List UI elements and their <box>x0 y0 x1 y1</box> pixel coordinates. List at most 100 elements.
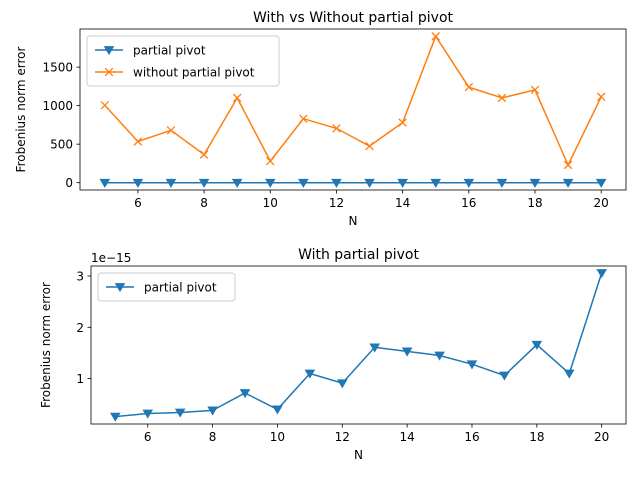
data-point <box>331 178 342 188</box>
x-tick-label: 18 <box>527 196 542 210</box>
x-tick-label: 6 <box>134 196 142 210</box>
y-tick-label: 1 <box>76 372 84 386</box>
data-point <box>232 93 242 103</box>
x-tick-label: 14 <box>399 430 414 444</box>
data-point <box>398 118 407 127</box>
data-point <box>272 405 283 415</box>
y-axis-offset-label: 1e−15 <box>91 251 131 265</box>
y-tick-label: 1000 <box>42 99 73 113</box>
data-point <box>110 412 121 422</box>
data-point <box>397 178 408 188</box>
data-point <box>198 178 210 188</box>
data-point <box>430 178 442 188</box>
data-point <box>100 101 110 110</box>
legend-label: without partial pivot <box>133 66 255 80</box>
data-point <box>529 178 541 188</box>
data-point <box>466 360 478 370</box>
y-tick-label: 500 <box>50 138 73 152</box>
legend: partial pivot without partial pivot <box>86 35 280 87</box>
x-tick-label: 20 <box>594 196 609 210</box>
series-line <box>115 272 603 418</box>
data-point <box>231 178 243 188</box>
data-point <box>365 141 374 151</box>
data-point <box>596 92 606 102</box>
data-point <box>133 137 143 146</box>
x-tick-label: 16 <box>464 430 479 444</box>
data-point <box>531 340 543 350</box>
data-point <box>562 178 574 188</box>
y-tick-label: 2 <box>76 321 84 335</box>
x-tick-label: 8 <box>209 430 217 444</box>
data-point <box>132 178 144 188</box>
data-point <box>298 178 309 188</box>
legend-item: partial pivot <box>106 281 217 295</box>
data-point <box>264 178 276 188</box>
data-point <box>174 408 186 418</box>
x-axis-label: N <box>349 214 358 228</box>
x-tick-label: 10 <box>263 196 278 210</box>
legend: partial pivot <box>97 272 236 302</box>
data-point <box>463 178 475 188</box>
y-tick-label: 1500 <box>42 61 73 75</box>
series-0 <box>110 269 607 422</box>
x-axis-label: N <box>354 448 363 462</box>
data-point <box>401 347 413 357</box>
x-tick-label: 12 <box>335 430 350 444</box>
data-point <box>207 406 218 416</box>
data-point <box>497 93 507 103</box>
chart-title: With vs Without partial pivot <box>253 10 454 26</box>
legend-label: partial pivot <box>144 281 217 295</box>
chart-title: With partial pivot <box>298 247 419 263</box>
plot-area-frame <box>90 265 627 425</box>
data-point <box>595 178 607 188</box>
legend-box <box>86 35 280 87</box>
data-point <box>596 269 607 279</box>
data-point <box>563 369 575 379</box>
x-tick-label: 12 <box>329 196 344 210</box>
data-point <box>530 85 540 95</box>
data-point <box>464 82 474 92</box>
x-tick-label: 16 <box>461 196 476 210</box>
legend-item: partial pivot <box>95 44 206 58</box>
data-point <box>165 178 177 188</box>
y-axis-label: Frobenius norm error <box>39 282 53 408</box>
y-axis-label: Frobenius norm error <box>14 47 28 173</box>
data-point <box>434 351 445 361</box>
legend-marker <box>114 283 126 293</box>
data-point <box>266 156 275 166</box>
data-point <box>336 379 348 389</box>
data-point <box>166 126 176 135</box>
top-chart-panel: With vs Without partial pivot 6 8 10 12 14 16 1… <box>14 10 627 228</box>
data-point <box>369 343 381 353</box>
data-point <box>142 409 154 419</box>
data-point <box>304 369 316 379</box>
legend-label: partial pivot <box>133 44 206 58</box>
legend-item: without partial pivot <box>95 66 255 80</box>
series-0 <box>99 178 607 188</box>
x-tick-label: 18 <box>529 430 544 444</box>
data-point <box>199 150 209 159</box>
data-point <box>332 124 341 133</box>
data-point <box>239 389 251 399</box>
legend-marker <box>103 46 115 56</box>
x-tick-label: 14 <box>395 196 410 210</box>
series-line <box>104 34 602 167</box>
data-point <box>496 178 508 188</box>
x-tick-label: 20 <box>594 430 609 444</box>
data-point <box>299 114 308 124</box>
legend-box <box>97 272 236 302</box>
x-tick-label: 6 <box>144 430 152 444</box>
data-point <box>431 32 440 41</box>
data-point <box>499 371 510 381</box>
plot-area-frame <box>79 28 627 191</box>
legend-marker <box>104 67 114 77</box>
y-tick-label: 3 <box>76 270 84 284</box>
data-point <box>364 178 375 188</box>
series-1 <box>100 32 606 170</box>
x-tick-label: 10 <box>270 430 285 444</box>
data-point <box>563 160 573 170</box>
y-tick-label: 0 <box>65 176 73 190</box>
x-tick-label: 8 <box>200 196 208 210</box>
